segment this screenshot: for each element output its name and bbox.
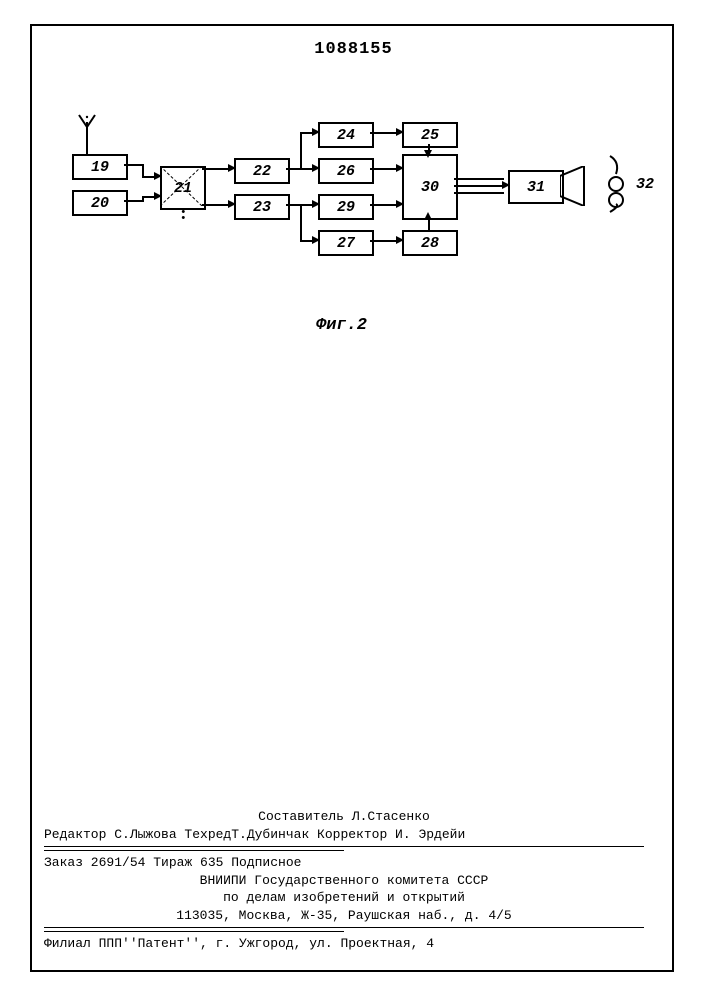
block-21: 21 [160, 166, 206, 210]
arrow-icon [154, 172, 162, 180]
divider [44, 850, 344, 851]
arrow-icon [396, 164, 404, 172]
block-29: 29 [318, 194, 374, 220]
arrow-icon [502, 181, 510, 189]
org-line-2: по делам изобретений и открытий [44, 889, 644, 907]
block-30: 30 [402, 154, 458, 220]
arrow-icon [396, 128, 404, 136]
block-20: 20 [72, 190, 128, 216]
edge [202, 204, 230, 206]
arrow-icon [228, 200, 236, 208]
edge [454, 192, 504, 194]
divider [44, 927, 644, 928]
block-19: 19 [72, 154, 128, 180]
order-line: Заказ 2691/54 Тираж 635 Подписное [44, 854, 644, 872]
branch-line: Филиал ППП''Патент'', г. Ужгород, ул. Пр… [44, 935, 644, 953]
edge [124, 200, 142, 202]
imprint-block: Составитель Л.Стасенко Редактор С.Лыжова… [44, 808, 644, 953]
block-27: 27 [318, 230, 374, 256]
edge [124, 164, 142, 166]
antenna-icon [78, 114, 96, 128]
edge [370, 132, 398, 134]
arrow-icon [312, 236, 320, 244]
divider [44, 931, 344, 932]
label-32: 32 [636, 176, 654, 193]
divider [44, 846, 644, 847]
block-22: 22 [234, 158, 290, 184]
edge [286, 168, 314, 170]
address-line: 113035, Москва, Ж-35, Раушская наб., д. … [44, 907, 644, 925]
edge [370, 168, 398, 170]
arrow-icon [424, 150, 432, 158]
block-28: 28 [402, 230, 458, 256]
block-25: 25 [402, 122, 458, 148]
edge [202, 168, 230, 170]
arrow-icon [424, 212, 432, 220]
block-31: 31 [508, 170, 564, 204]
dots-icon: •• [180, 210, 187, 222]
arrow-icon [312, 164, 320, 172]
block-diagram: 19 20 21 •• 22 23 24 25 26 29 27 28 30 3… [48, 110, 658, 330]
figure-caption: Фиг.2 [316, 316, 367, 335]
compiler-line: Составитель Л.Стасенко [44, 808, 644, 826]
arrow-icon [396, 200, 404, 208]
block-26: 26 [318, 158, 374, 184]
edge [300, 132, 302, 168]
arrow-icon [228, 164, 236, 172]
editor-line: Редактор С.Лыжова ТехредТ.Дубинчак Корре… [44, 826, 644, 844]
edge [300, 204, 302, 242]
crt-icon [560, 166, 604, 206]
edge [370, 240, 398, 242]
edge [142, 164, 144, 176]
block-24: 24 [318, 122, 374, 148]
edge [454, 185, 504, 187]
arrow-icon [312, 128, 320, 136]
edge [454, 178, 504, 180]
org-line-1: ВНИИПИ Государственного комитета СССР [44, 872, 644, 890]
document-number: 1088155 [0, 40, 707, 59]
arrow-icon [312, 200, 320, 208]
edge [370, 204, 398, 206]
arrow-icon [396, 236, 404, 244]
arrow-icon [154, 192, 162, 200]
block-23: 23 [234, 194, 290, 220]
